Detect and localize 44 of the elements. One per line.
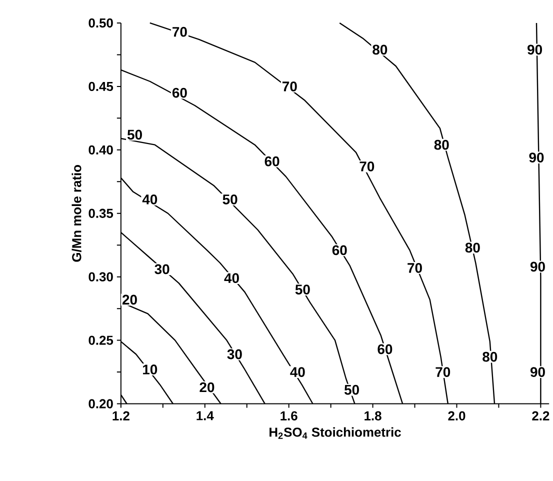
y-axis-title: G/Mn mole ratio (72, 165, 82, 262)
y-tick-label: 0.25 (88, 336, 114, 346)
x-tick-label: 2.0 (448, 411, 466, 421)
annotation: 30 (227, 349, 242, 360)
annotation: 20 (200, 382, 214, 392)
y-tick-label: 0.40 (88, 145, 113, 155)
x-tick-label: 1.4 (196, 411, 214, 420)
annotation: 50 (344, 384, 359, 395)
annotation: 70 (172, 27, 187, 37)
annotation: 70 (282, 82, 297, 92)
annotation: 90 (530, 262, 545, 272)
annotation: 20 (122, 294, 137, 305)
y-tick-label: 0.35 (88, 208, 114, 218)
annotation: 70 (408, 263, 422, 274)
y-tick-label: 0.20 (88, 399, 113, 408)
x-tick-label: 1.6 (280, 411, 298, 421)
annotation: 30 (154, 264, 170, 274)
annotation: 70 (360, 162, 374, 172)
x-tick-label: 2.2 (532, 411, 550, 420)
annotation: 80 (482, 352, 498, 362)
y-tick-label: 0.45 (88, 82, 114, 92)
annotation: 90 (528, 44, 542, 55)
annotation: 90 (529, 152, 544, 163)
annotation: 40 (142, 194, 158, 204)
annotation: 70 (436, 367, 450, 378)
annotation: 90 (530, 367, 545, 378)
x-tick-label: 1.8 (364, 411, 382, 421)
x-axis-title: H$_{2}$SO$_{4}$ Stoichiometric (270, 427, 401, 440)
annotation: 50 (295, 284, 310, 295)
annotation: 80 (465, 242, 480, 253)
annotation: 60 (264, 156, 280, 166)
annotation: 50 (222, 194, 238, 204)
annotation: 50 (127, 130, 142, 140)
annotation: 80 (372, 44, 388, 55)
x-tick-label: 1.2 (112, 411, 130, 420)
y-tick-label: 0.50 (88, 18, 113, 28)
annotation: 80 (434, 140, 449, 150)
y-tick-label: 0.30 (88, 272, 113, 282)
annotation: 60 (172, 88, 187, 98)
annotation: 60 (378, 344, 392, 354)
annotation: 10 (143, 364, 158, 375)
annotation: 60 (332, 245, 347, 256)
annotation: 40 (290, 367, 305, 378)
annotation: 40 (224, 273, 239, 284)
